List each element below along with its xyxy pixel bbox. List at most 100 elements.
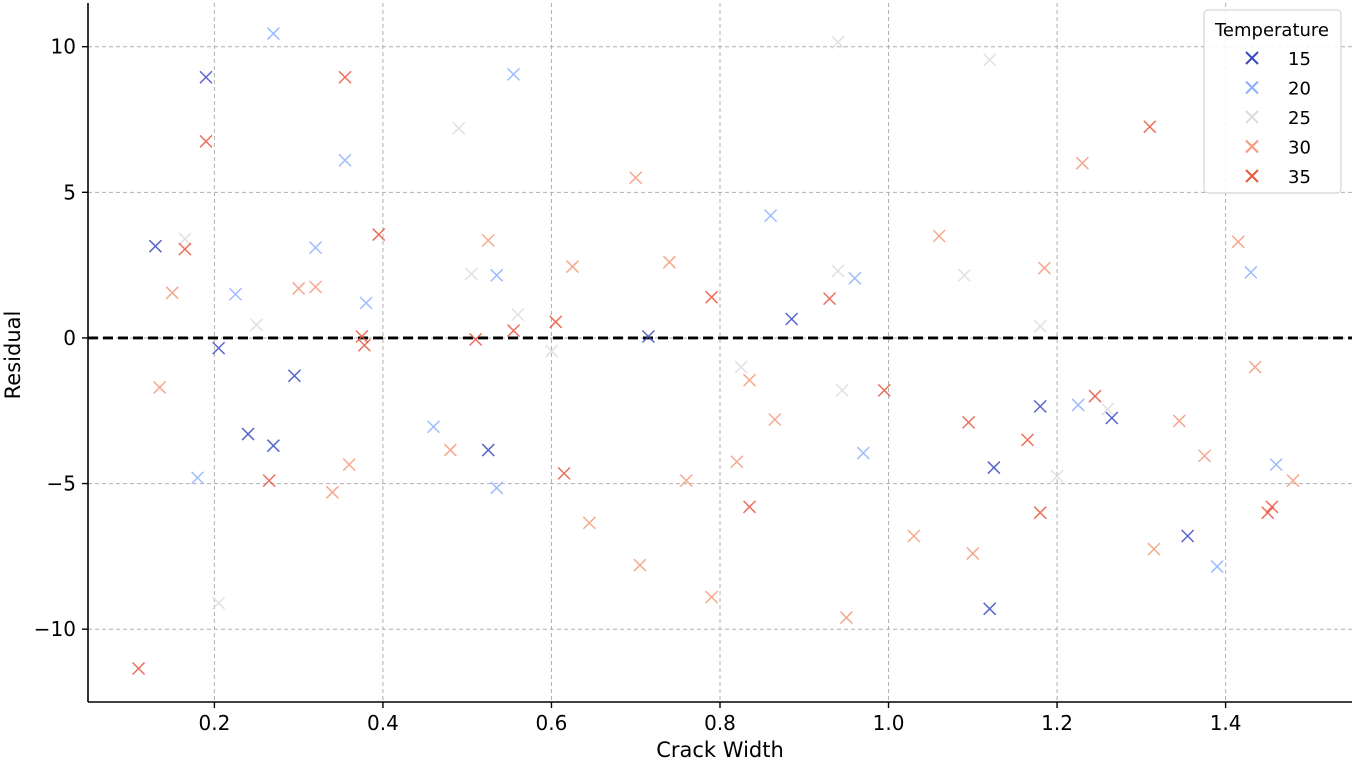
data-point-25 — [544, 344, 558, 358]
data-point-15 — [983, 602, 997, 616]
data-point-25 — [831, 35, 845, 49]
data-point-20 — [856, 446, 870, 460]
data-point-20 — [1244, 265, 1258, 279]
data-point-15 — [266, 439, 280, 453]
data-point-30 — [932, 229, 946, 243]
data-point-25 — [734, 360, 748, 374]
legend-title: Temperature — [1214, 20, 1329, 41]
points-layer — [132, 27, 1300, 676]
data-point-15 — [287, 369, 301, 383]
data-point-20 — [1269, 458, 1283, 472]
data-point-20 — [1210, 560, 1224, 574]
y-ticks: −10 −5 0 5 10 — [34, 35, 88, 641]
data-point-20 — [228, 287, 242, 301]
axes — [87, 3, 1352, 703]
data-point-25 — [250, 318, 264, 332]
data-point-30 — [768, 412, 782, 427]
data-point-35 — [1261, 506, 1275, 520]
data-point-35 — [1033, 506, 1047, 520]
data-point-15 — [148, 239, 162, 253]
data-point-25 — [983, 53, 997, 67]
data-point-15 — [987, 461, 1001, 475]
data-point-35 — [742, 500, 757, 514]
data-point-20 — [490, 481, 504, 495]
data-point-20 — [848, 271, 862, 285]
legend-marker-15 — [1245, 51, 1259, 65]
data-point-20 — [191, 471, 205, 485]
data-point-25 — [178, 232, 192, 246]
data-point-25 — [464, 267, 478, 281]
data-point-35 — [705, 290, 719, 304]
legend-marker-20 — [1245, 80, 1259, 95]
data-point-30 — [705, 590, 719, 604]
legend: Temperature 15 20 25 30 35 — [1203, 9, 1342, 194]
data-point-35 — [262, 474, 276, 488]
data-point-30 — [1231, 235, 1245, 249]
data-point-30 — [566, 260, 580, 274]
data-point-25 — [212, 596, 226, 610]
data-point-20 — [507, 67, 521, 81]
legend-box — [1203, 9, 1342, 194]
x-tick-label: 0.6 — [536, 711, 568, 735]
data-point-35 — [549, 315, 563, 329]
data-point-30 — [679, 474, 693, 488]
data-point-20 — [1071, 398, 1085, 412]
data-point-35 — [557, 466, 571, 480]
y-tick-label: −5 — [47, 472, 76, 496]
data-point-35 — [877, 383, 891, 397]
data-point-25 — [831, 264, 845, 278]
data-point-35 — [962, 415, 976, 429]
data-point-35 — [372, 228, 386, 242]
data-point-35 — [1088, 389, 1102, 403]
data-point-30 — [292, 281, 306, 295]
data-point-30 — [662, 255, 676, 269]
y-tick-label: 5 — [63, 180, 76, 204]
legend-label-35: 35 — [1288, 167, 1311, 188]
legend-label-30: 30 — [1288, 138, 1311, 159]
data-point-15 — [1105, 411, 1119, 425]
data-point-20 — [266, 27, 280, 41]
data-point-30 — [308, 280, 323, 294]
y-tick-label: −10 — [34, 617, 76, 641]
x-ticks: 0.2 0.4 0.6 0.8 1.0 1.2 1.4 — [198, 702, 1242, 735]
data-point-25 — [452, 121, 466, 135]
data-point-20 — [359, 296, 373, 310]
data-point-15 — [1181, 529, 1195, 543]
data-point-35 — [355, 329, 369, 344]
data-point-35 — [338, 70, 352, 84]
x-tick-label: 1.0 — [873, 711, 905, 735]
data-point-15 — [641, 329, 655, 344]
legend-label-25: 25 — [1288, 108, 1311, 129]
data-point-30 — [325, 485, 339, 499]
data-point-30 — [730, 455, 744, 469]
data-point-35 — [469, 332, 483, 346]
y-axis-label: Residual — [1, 311, 25, 400]
data-point-20 — [764, 209, 778, 223]
data-point-30 — [1248, 360, 1262, 374]
data-point-30 — [1037, 261, 1051, 275]
data-point-30 — [1172, 414, 1186, 428]
data-point-15 — [199, 70, 213, 84]
data-point-35 — [823, 292, 837, 306]
data-point-30 — [582, 516, 596, 530]
data-point-15 — [481, 443, 495, 457]
data-point-35 — [507, 324, 521, 338]
data-point-35 — [132, 661, 146, 676]
data-point-30 — [633, 558, 647, 572]
legend-label-15: 15 — [1288, 49, 1311, 70]
data-point-30 — [907, 529, 921, 543]
legend-marker-30 — [1245, 139, 1259, 154]
data-point-25 — [1050, 469, 1064, 483]
data-point-25 — [957, 268, 971, 282]
legend-marker-25 — [1245, 110, 1259, 124]
data-point-30 — [966, 546, 980, 560]
data-point-30 — [153, 380, 167, 394]
data-point-30 — [629, 171, 643, 185]
data-point-15 — [212, 341, 226, 355]
legend-label-20: 20 — [1288, 79, 1311, 100]
data-point-35 — [178, 242, 192, 256]
data-point-30 — [1198, 449, 1212, 463]
data-point-35 — [1265, 500, 1279, 514]
data-point-20 — [426, 420, 441, 434]
